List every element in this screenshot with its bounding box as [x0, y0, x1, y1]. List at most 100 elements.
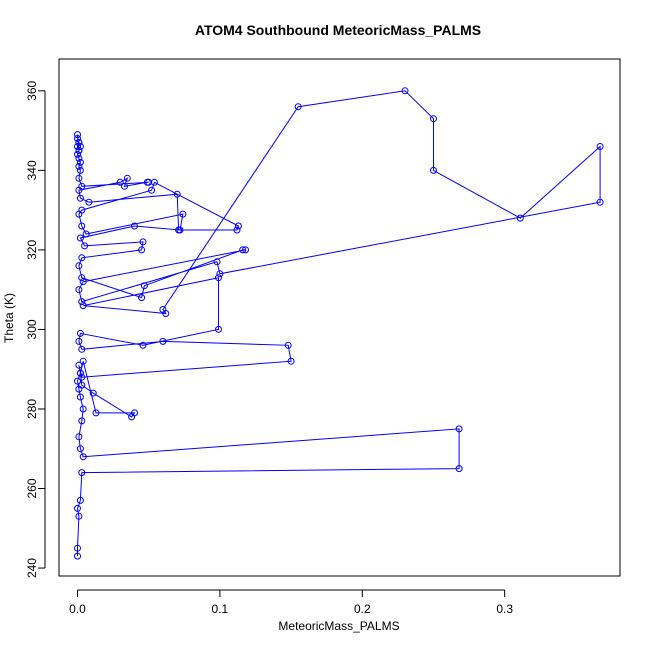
data-point: [239, 246, 247, 254]
x-tick-label: 0.0: [69, 602, 86, 616]
data-point: [78, 381, 86, 389]
plot-frame: [58, 58, 621, 577]
data-point: [78, 373, 86, 381]
series-layer: [74, 87, 604, 560]
data-point: [76, 234, 84, 242]
data-point: [179, 210, 187, 218]
data-point: [75, 286, 83, 294]
data-point: [455, 425, 463, 433]
data-point: [234, 222, 242, 230]
data-point: [75, 512, 83, 520]
chart-title: ATOM4 Southbound MeteoricMass_PALMS: [195, 22, 481, 38]
data-point: [74, 552, 81, 560]
data-point: [75, 154, 83, 162]
data-point: [116, 178, 124, 186]
data-point: [76, 393, 84, 401]
data-point: [82, 230, 90, 238]
y-tick-label: 280: [25, 399, 39, 419]
data-point: [215, 274, 222, 282]
data-point: [430, 115, 437, 123]
data-point: [74, 143, 81, 150]
data-point: [76, 496, 84, 504]
data-point: [74, 544, 81, 552]
data-point: [430, 166, 437, 174]
data-point: [89, 389, 97, 397]
data-point: [75, 337, 83, 345]
data-point: [79, 357, 87, 365]
data-point: [79, 405, 87, 413]
data-point: [76, 329, 84, 337]
data-point: [401, 87, 409, 95]
data-point: [75, 262, 83, 270]
data-point: [159, 306, 167, 313]
data-point: [78, 345, 86, 353]
y-tick-label: 360: [25, 80, 39, 100]
y-tick-label: 260: [25, 478, 39, 498]
data-point: [139, 341, 147, 349]
data-point: [79, 278, 87, 286]
data-point: [78, 298, 86, 306]
data-point: [216, 270, 224, 278]
data-point: [75, 174, 83, 182]
y-tick-label: 240: [25, 558, 39, 578]
data-point: [140, 282, 148, 290]
data-point: [516, 214, 524, 222]
x-tick-label: 0.1: [212, 602, 229, 616]
data-point: [78, 254, 86, 262]
y-tick-label: 340: [25, 160, 39, 180]
data-point: [213, 258, 221, 266]
data-point: [128, 413, 136, 421]
data-point: [596, 143, 604, 150]
data-point: [78, 206, 86, 214]
data-point: [92, 409, 100, 417]
data-point: [76, 166, 84, 174]
data-point: [74, 131, 81, 139]
data-point: [78, 469, 86, 477]
data-point: [139, 238, 147, 246]
x-tick-label: 0.2: [354, 602, 371, 616]
y-axis-label: Theta (K): [2, 293, 16, 343]
data-point: [78, 417, 86, 425]
data-point: [76, 194, 84, 202]
data-point: [173, 190, 181, 198]
data-point: [74, 504, 81, 512]
data-point: [79, 453, 87, 461]
data-point: [131, 222, 138, 230]
data-point: [175, 226, 183, 234]
data-point: [76, 143, 84, 150]
x-axis-label: MeteoricMass_PALMS: [278, 619, 399, 633]
data-point: [159, 337, 167, 345]
data-point: [138, 294, 146, 302]
data-point: [145, 178, 153, 186]
data-point: [215, 325, 222, 333]
data-point: [148, 186, 156, 194]
data-point: [121, 182, 128, 190]
y-tick-label: 300: [25, 319, 39, 339]
data-point: [74, 150, 81, 158]
data-point: [76, 158, 84, 166]
series-line: [76, 90, 601, 557]
data-point: [75, 361, 83, 369]
data-point: [455, 465, 463, 473]
data-point: [78, 274, 86, 282]
data-point: [79, 302, 87, 310]
y-tick-label: 320: [25, 240, 39, 260]
data-point: [596, 198, 604, 206]
data-point: [242, 246, 249, 254]
data-point: [287, 357, 295, 365]
data-point: [233, 226, 241, 234]
data-point: [78, 222, 86, 230]
data-point: [75, 433, 83, 441]
data-point: [81, 242, 89, 250]
data-point: [75, 162, 83, 170]
data-point: [76, 369, 84, 377]
data-point: [138, 246, 146, 254]
data-point: [75, 147, 83, 154]
data-point: [75, 139, 83, 146]
x-tick-label: 0.3: [496, 602, 513, 616]
y-axis: 240 260 280 300 320 340 360: [25, 80, 46, 578]
data-point: [76, 445, 84, 453]
data-point: [78, 182, 86, 190]
